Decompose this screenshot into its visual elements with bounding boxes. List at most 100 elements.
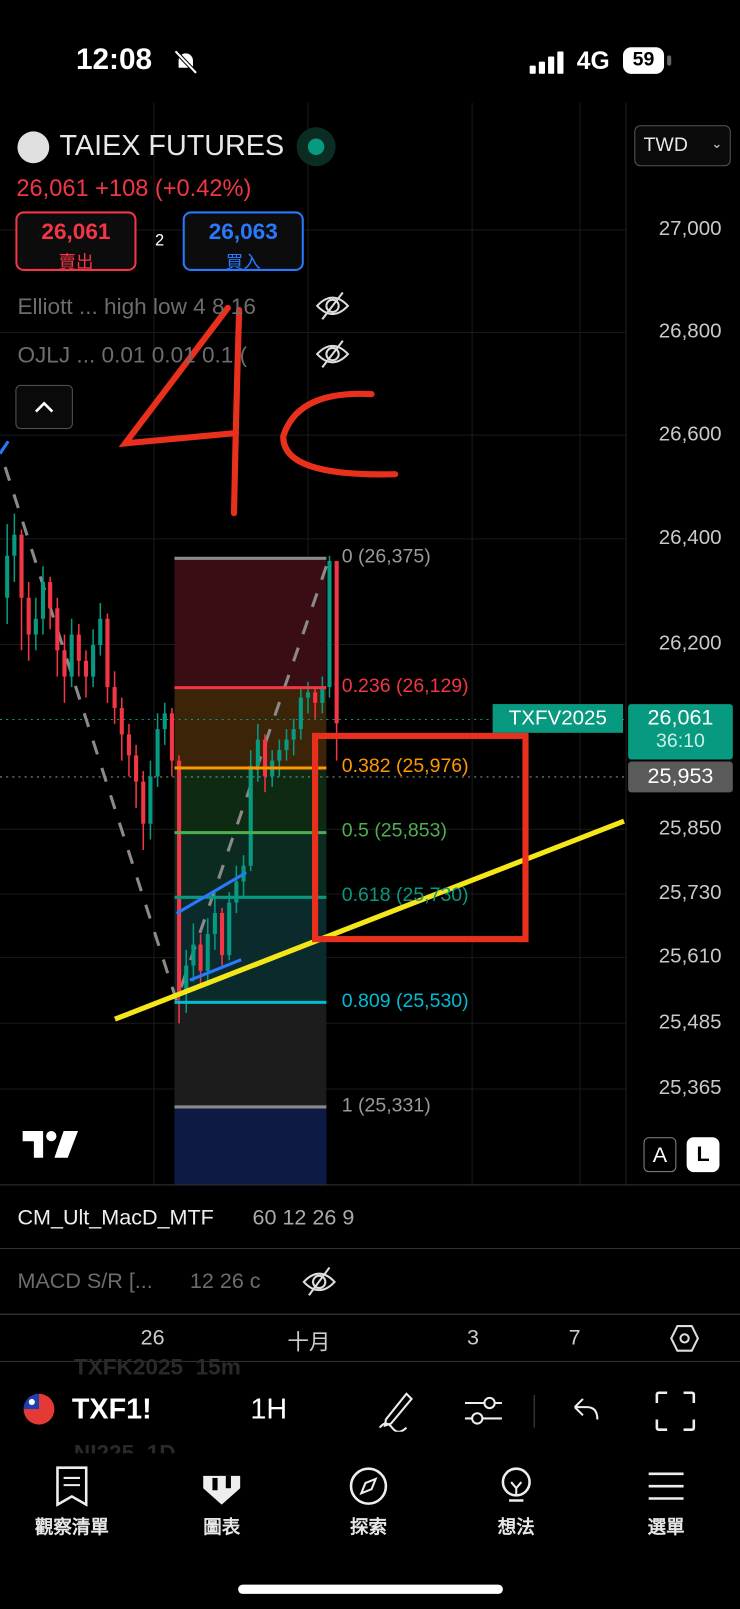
candle-body (177, 760, 182, 992)
tab-watchlist[interactable]: 觀察清單 (21, 1466, 124, 1540)
fib-zone-extension (174, 1106, 327, 1186)
collapse-indicators-button[interactable] (15, 384, 73, 430)
candle-body (155, 729, 160, 777)
candle-body (184, 965, 189, 992)
price-axis-label: 25,850 (658, 816, 722, 840)
taiwan-flag-icon (23, 1393, 55, 1425)
fib-price: (25,976) (395, 755, 469, 778)
compass-icon (349, 1467, 388, 1505)
network-type: 4G (576, 47, 610, 75)
tab-label: 圖表 (203, 1516, 241, 1538)
price-axis-label: 25,730 (658, 881, 722, 905)
eye-slash-icon[interactable] (301, 1263, 338, 1300)
candle-body (227, 902, 232, 956)
candle-body (277, 750, 282, 761)
eye-slash-icon[interactable] (314, 338, 351, 371)
auto-scale-button[interactable]: A (643, 1137, 677, 1173)
macd-indicator-name: CM_Ult_MacD_MTF (17, 1205, 214, 1230)
candle-body (313, 692, 318, 703)
market-status-indicator[interactable] (296, 127, 336, 167)
log-scale-button[interactable]: L (686, 1137, 720, 1173)
fib-level-label: 0 (26,375) (342, 546, 431, 569)
candle-body (5, 555, 10, 598)
price-chart[interactable] (0, 102, 740, 1186)
chevron-up-icon (35, 401, 54, 413)
candle-body (219, 913, 225, 956)
time-axis[interactable]: 26 十月 3 7 (0, 1313, 740, 1362)
macd-sr-panel[interactable]: MACD S/R [... 12 26 c (0, 1248, 740, 1313)
tab-bar: 觀察清單 圖表 探索 想法 選單 (0, 1453, 740, 1609)
fullscreen-icon[interactable] (655, 1391, 696, 1432)
buy-button[interactable]: 26,063 買入 (182, 211, 304, 272)
fib-level-label: 0.236 (26,129) (342, 675, 469, 698)
battery-cap (667, 55, 672, 66)
price-change: 26,061 +108 (+0.42%) (16, 174, 252, 202)
handdrawn-box (312, 732, 529, 943)
fib-price: (26,375) (358, 546, 431, 568)
candle-body (141, 781, 146, 824)
channel-line (189, 958, 242, 982)
contract-tag: TXFV2025 (492, 704, 623, 733)
fib-price: (25,530) (395, 990, 469, 1012)
channel-line (175, 871, 248, 915)
candle-body (198, 944, 203, 971)
time-label: 3 (466, 1326, 479, 1350)
fib-level-label: 0.382 (25,976) (342, 756, 469, 779)
candle-body (212, 913, 217, 935)
sell-label: 賣出 (58, 252, 94, 272)
price-axis-label: 26,800 (658, 320, 722, 343)
fib-level-label: 0.5 (25,853) (342, 820, 447, 843)
fib-level-label: 0.618 (25,730) (342, 885, 469, 908)
handdrawn-4 (118, 304, 243, 517)
battery-icon: 59 (622, 47, 665, 74)
fib-level: 0.809 (341, 990, 391, 1012)
eye-slash-icon[interactable] (314, 289, 351, 322)
macd-indicator-params: 60 12 26 9 (252, 1205, 355, 1230)
candle-body (126, 734, 131, 756)
symbol-title[interactable]: TAIEX FUTURES (59, 129, 285, 162)
currency-select[interactable]: TWD ⌄ (634, 125, 731, 167)
candle-body (69, 634, 74, 677)
candle-body (33, 618, 38, 635)
toolbar-divider (533, 1394, 535, 1428)
candle-body (12, 534, 17, 556)
chart-settings-icon[interactable] (669, 1323, 700, 1354)
tab-menu[interactable]: 選單 (615, 1466, 718, 1540)
candle-body (55, 608, 60, 651)
candle-body (48, 581, 53, 609)
buy-price: 26,063 (208, 218, 278, 245)
fib-level: 1 (341, 1094, 353, 1117)
fib-price: (26,129) (395, 675, 469, 697)
candle-body (162, 713, 167, 730)
battery-level: 59 (632, 49, 655, 71)
fib-zone (174, 558, 327, 688)
undo-icon[interactable] (571, 1395, 602, 1426)
macd-panel[interactable]: CM_Ult_MacD_MTF 60 12 26 9 (0, 1184, 740, 1249)
bell-slash-icon (174, 49, 198, 75)
candle-body (148, 776, 153, 824)
sell-button[interactable]: 26,061 賣出 (15, 211, 137, 272)
indicator-ojlj[interactable]: OJLJ ... 0.01 0.01 0.1 ( (17, 341, 248, 368)
interval-button[interactable]: 1H (250, 1392, 288, 1425)
candle-body (134, 755, 139, 782)
candle-body (83, 660, 89, 677)
time-label: 7 (568, 1326, 581, 1350)
ticker-button[interactable]: TXF1! (71, 1392, 152, 1425)
fib-level: 0.236 (341, 675, 391, 697)
fib-level-label: 1 (25,331) (342, 1095, 431, 1118)
fib-price: (25,730) (395, 884, 469, 907)
watchlist-icon (56, 1466, 88, 1507)
indicators-sliders-icon[interactable] (463, 1391, 504, 1430)
candle-body (298, 697, 303, 730)
tab-explore[interactable]: 探索 (317, 1466, 420, 1540)
drawing-tool-icon[interactable] (376, 1389, 417, 1432)
indicator-elliott[interactable]: Elliott ... high low 4 8 16 (17, 293, 256, 320)
tab-chart[interactable]: 圖表 (170, 1466, 273, 1540)
candle-body (334, 560, 339, 724)
candle-body (284, 739, 289, 751)
candle-body (248, 765, 253, 866)
sell-price: 26,061 (41, 218, 111, 245)
buy-label: 買入 (225, 252, 261, 272)
tab-ideas[interactable]: 想法 (465, 1466, 568, 1540)
candle-body (169, 713, 174, 761)
